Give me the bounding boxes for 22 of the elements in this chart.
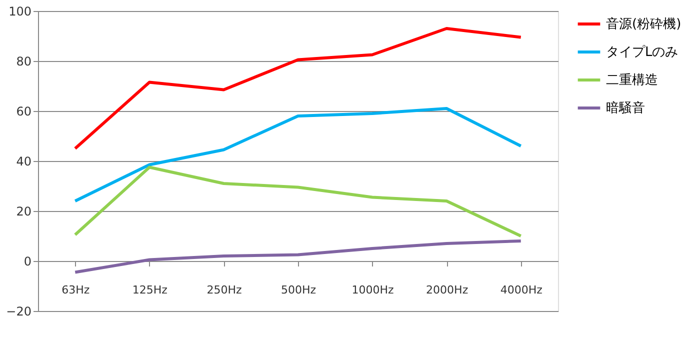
y-tick-label: 40 (16, 154, 32, 168)
line-series (74, 240, 522, 274)
legend-label: 音源(粉砕機) (606, 17, 682, 32)
y-tick-label: 20 (16, 204, 32, 218)
legend-label: 暗騒音 (606, 101, 645, 116)
legend-label: 二重構造 (606, 73, 658, 88)
x-tick-label: 1000Hz (352, 284, 394, 296)
x-tick-label: 2000Hz (426, 284, 468, 296)
y-tick-label: 0 (24, 254, 32, 268)
legend-label: タイプLのみ (606, 45, 678, 60)
line-series (74, 107, 522, 202)
line-series (74, 27, 522, 150)
x-tick-label: 125Hz (132, 284, 168, 296)
y-tick-label: 100 (8, 4, 32, 18)
x-tick-label: 250Hz (206, 284, 242, 296)
x-tick-label: 63Hz (62, 284, 90, 296)
y-tick-label: 60 (16, 104, 32, 118)
x-tick-label: 4000Hz (500, 284, 543, 296)
y-tick-label: −20 (6, 304, 32, 318)
y-tick-label: 80 (16, 54, 32, 68)
x-tick-label: 500Hz (280, 284, 316, 296)
line-series (74, 166, 522, 238)
